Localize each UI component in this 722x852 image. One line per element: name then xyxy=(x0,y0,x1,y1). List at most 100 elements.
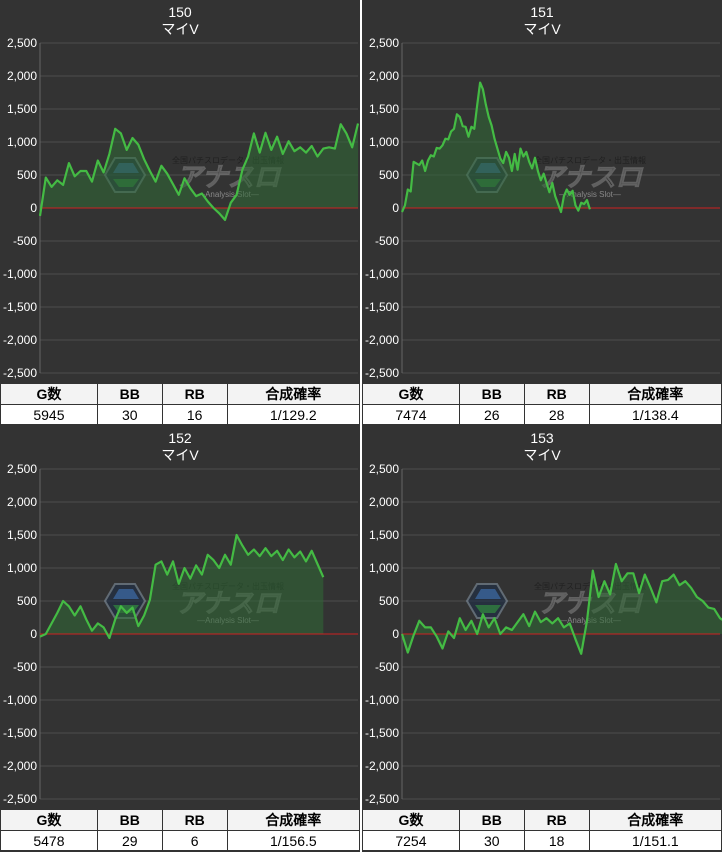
chart-title: 150 xyxy=(168,4,192,20)
stats-header-cell: BB xyxy=(96,383,163,405)
y-tick-label: -500 xyxy=(13,660,37,674)
logo-upper-shape xyxy=(475,589,501,599)
stats-header-row: G数 BB RB 合成確率 xyxy=(0,383,360,405)
stats-table: G数 BB RB 合成確率 5478 29 6 1/156.5 xyxy=(0,809,360,851)
stats-value-cell: 1/138.4 xyxy=(588,404,722,425)
slot-chart-panel-152: 152 マイV 2,500 2,000 1,500 1,000 500 0 -500 -1,000… xyxy=(0,426,360,852)
stats-header-cell: 合成確率 xyxy=(226,809,360,831)
stats-header-cell: G数 xyxy=(362,383,460,405)
y-tick-label: 500 xyxy=(379,168,399,182)
stats-value-row: 5478 29 6 1/156.5 xyxy=(0,830,360,851)
stats-table: G数 BB RB 合成確率 7254 30 18 1/151.1 xyxy=(362,809,722,851)
y-tick-label: 0 xyxy=(30,201,37,215)
stats-value-cell: 5478 xyxy=(0,830,98,851)
stats-value-cell: 1/151.1 xyxy=(588,830,722,851)
stats-header-cell: 合成確率 xyxy=(226,383,360,405)
stats-header-cell: G数 xyxy=(362,809,460,831)
y-tick-label: 2,000 xyxy=(369,495,399,509)
stats-value-cell: 6 xyxy=(161,830,228,851)
y-tick-label: -500 xyxy=(375,234,399,248)
y-tick-label: -2,000 xyxy=(365,759,399,773)
y-tick-label: -1,500 xyxy=(365,726,399,740)
stats-value-cell: 30 xyxy=(96,404,163,425)
y-tick-label: -2,500 xyxy=(3,792,37,806)
y-tick-label: 0 xyxy=(392,201,399,215)
y-tick-label: -2,500 xyxy=(365,792,399,806)
stats-value-cell: 26 xyxy=(458,404,525,425)
y-tick-label: 2,000 xyxy=(7,69,37,83)
y-tick-label: 2,500 xyxy=(7,36,37,50)
vertical-divider xyxy=(360,0,362,852)
y-tick-label: 2,500 xyxy=(7,462,37,476)
series-line xyxy=(39,533,325,640)
watermark-brand: アナスロ xyxy=(538,163,643,193)
series-line xyxy=(400,562,722,655)
watermark-subtitle: —Analysis Slot— xyxy=(559,190,621,199)
stats-header-row: G数 BB RB 合成確率 xyxy=(0,809,360,831)
y-tick-label: -1,000 xyxy=(365,267,399,281)
y-tick-label: 1,500 xyxy=(7,102,37,116)
chart-title: 152 xyxy=(168,430,192,446)
y-tick-label: 500 xyxy=(379,594,399,608)
stats-value-cell: 1/156.5 xyxy=(226,830,360,851)
y-tick-label: -2,500 xyxy=(3,366,37,380)
y-tick-label: 500 xyxy=(17,168,37,182)
y-tick-label: -1,500 xyxy=(3,726,37,740)
watermark-subtitle: —Analysis Slot— xyxy=(197,190,259,199)
y-tick-label: -500 xyxy=(13,234,37,248)
y-tick-label: 1,500 xyxy=(7,528,37,542)
y-tick-label: 1,500 xyxy=(369,102,399,116)
y-tick-label: 2,000 xyxy=(369,69,399,83)
series-area xyxy=(40,123,358,220)
series-line xyxy=(38,123,360,221)
logo-upper-shape xyxy=(113,589,139,599)
chart-subtitle: マイV xyxy=(523,447,561,463)
stats-value-cell: 28 xyxy=(523,404,590,425)
y-tick-label: -1,500 xyxy=(365,300,399,314)
stats-header-cell: RB xyxy=(161,809,228,831)
y-tick-label: 500 xyxy=(17,594,37,608)
y-tick-label: 1,000 xyxy=(369,135,399,149)
logo-lower-shape xyxy=(475,605,501,613)
chart-subtitle: マイV xyxy=(161,21,199,37)
slot-chart-panel-151: 151 マイV 2,500 2,000 1,500 1,000 500 0 -500 -1,000… xyxy=(362,0,722,426)
stats-header-cell: BB xyxy=(96,809,163,831)
y-tick-label: 2,500 xyxy=(369,462,399,476)
stats-header-cell: G数 xyxy=(0,383,98,405)
y-tick-label: 1,000 xyxy=(7,561,37,575)
y-tick-label: -1,000 xyxy=(3,693,37,707)
y-tick-label: 1,000 xyxy=(369,561,399,575)
stats-value-cell: 30 xyxy=(458,830,525,851)
series-line xyxy=(400,81,591,214)
y-tick-label: -2,000 xyxy=(3,333,37,347)
y-tick-label: -1,500 xyxy=(3,300,37,314)
stats-header-cell: RB xyxy=(523,809,590,831)
stats-value-cell: 29 xyxy=(96,830,163,851)
series-area xyxy=(40,535,324,638)
stats-header-cell: 合成確率 xyxy=(588,809,722,831)
stats-header-cell: RB xyxy=(161,383,228,405)
y-tick-label: -1,000 xyxy=(365,693,399,707)
stats-header-cell: RB xyxy=(523,383,590,405)
y-tick-label: 2,500 xyxy=(369,36,399,50)
stats-header-cell: BB xyxy=(458,809,525,831)
y-tick-label: 2,000 xyxy=(7,495,37,509)
y-tick-label: 0 xyxy=(392,627,399,641)
stats-value-row: 5945 30 16 1/129.2 xyxy=(0,404,360,425)
chart-title: 153 xyxy=(530,430,554,446)
chart-title: 151 xyxy=(530,4,554,20)
stats-value-cell: 7474 xyxy=(362,404,460,425)
stats-value-row: 7254 30 18 1/151.1 xyxy=(362,830,722,851)
chart-subtitle: マイV xyxy=(161,447,199,463)
stats-value-row: 7474 26 28 1/138.4 xyxy=(362,404,722,425)
stats-value-cell: 7254 xyxy=(362,830,460,851)
y-tick-label: 1,500 xyxy=(369,528,399,542)
y-tick-label: -2,000 xyxy=(365,333,399,347)
y-tick-label: 1,000 xyxy=(7,135,37,149)
slot-chart-panel-150: 150 マイV 2,500 2,000 1,500 1,000 500 0 -500 -1,000… xyxy=(0,0,360,426)
watermark-tagline: 全国パチスロデータ・出玉情報 xyxy=(534,155,646,165)
stats-header-cell: G数 xyxy=(0,809,98,831)
y-tick-label: -2,000 xyxy=(3,759,37,773)
chart-subtitle: マイV xyxy=(523,21,561,37)
